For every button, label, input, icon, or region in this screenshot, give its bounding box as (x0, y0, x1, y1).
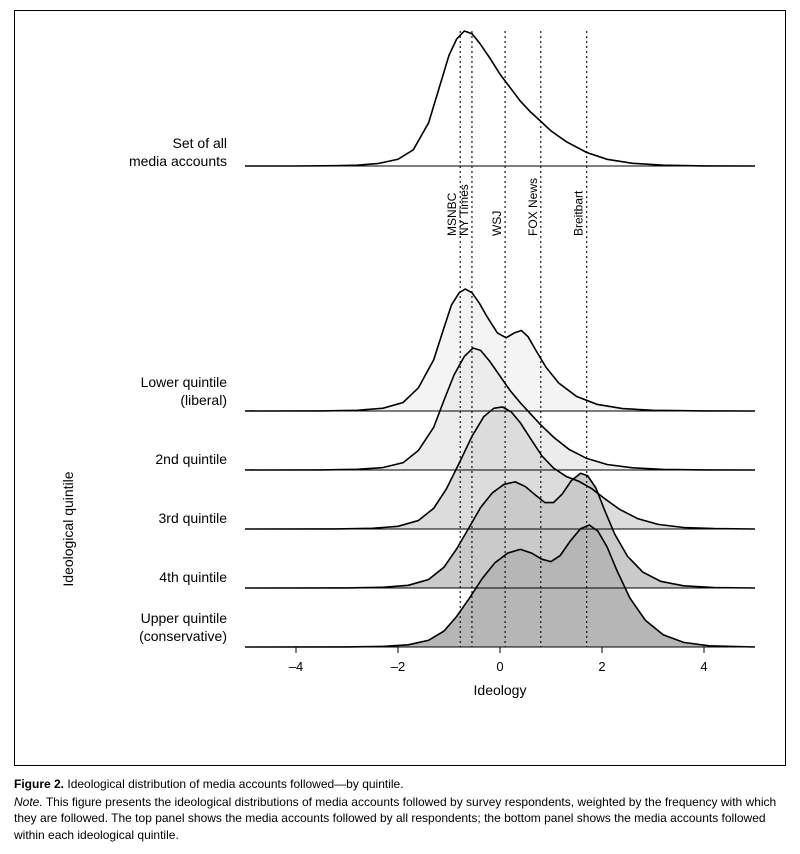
figure-container: Set of all media accounts Lower quintile (l… (0, 0, 800, 854)
refline-label: NY Times (457, 184, 471, 236)
caption-note-prefix: Note. (14, 795, 43, 809)
x-tick-label: 0 (496, 659, 503, 674)
refline-label: WSJ (490, 211, 504, 236)
row-label-q3: 3rd quintile (159, 510, 228, 526)
caption-figure-number: Figure 2. (14, 777, 64, 791)
refline-label: Breitbart (572, 190, 586, 236)
figure-caption: Figure 2. Ideological distribution of me… (14, 776, 786, 843)
x-axis-label: Ideology (474, 682, 527, 698)
y-axis-label: Ideological quintile (60, 471, 76, 586)
row-label-all-media: Set of all (173, 135, 227, 151)
x-tick-label: 2 (598, 659, 605, 674)
caption-title-text: Ideological distribution of media accoun… (67, 777, 403, 791)
row-label-q2: 2nd quintile (155, 451, 227, 467)
x-tick-label: 4 (700, 659, 707, 674)
row-label-q5: (conservative) (139, 628, 227, 644)
row-label-all-media: media accounts (129, 153, 227, 169)
x-tick-label: –4 (289, 659, 303, 674)
row-label-q1: (liberal) (180, 392, 227, 408)
row-label-q1: Lower quintile (141, 374, 228, 390)
x-tick-label: –2 (391, 659, 405, 674)
density-all-media (245, 31, 755, 166)
row-label-q4: 4th quintile (159, 569, 227, 585)
caption-title-line: Figure 2. Ideological distribution of me… (14, 776, 786, 792)
caption-note-line: Note. This figure presents the ideologic… (14, 794, 786, 843)
chart-frame: Set of all media accounts Lower quintile (l… (14, 10, 786, 766)
row-label-q5: Upper quintile (141, 610, 228, 626)
ridgeline-chart: Set of all media accounts Lower quintile (l… (15, 11, 787, 767)
refline-label: FOX News (526, 178, 540, 236)
caption-note-text: This figure presents the ideological dis… (14, 795, 776, 841)
